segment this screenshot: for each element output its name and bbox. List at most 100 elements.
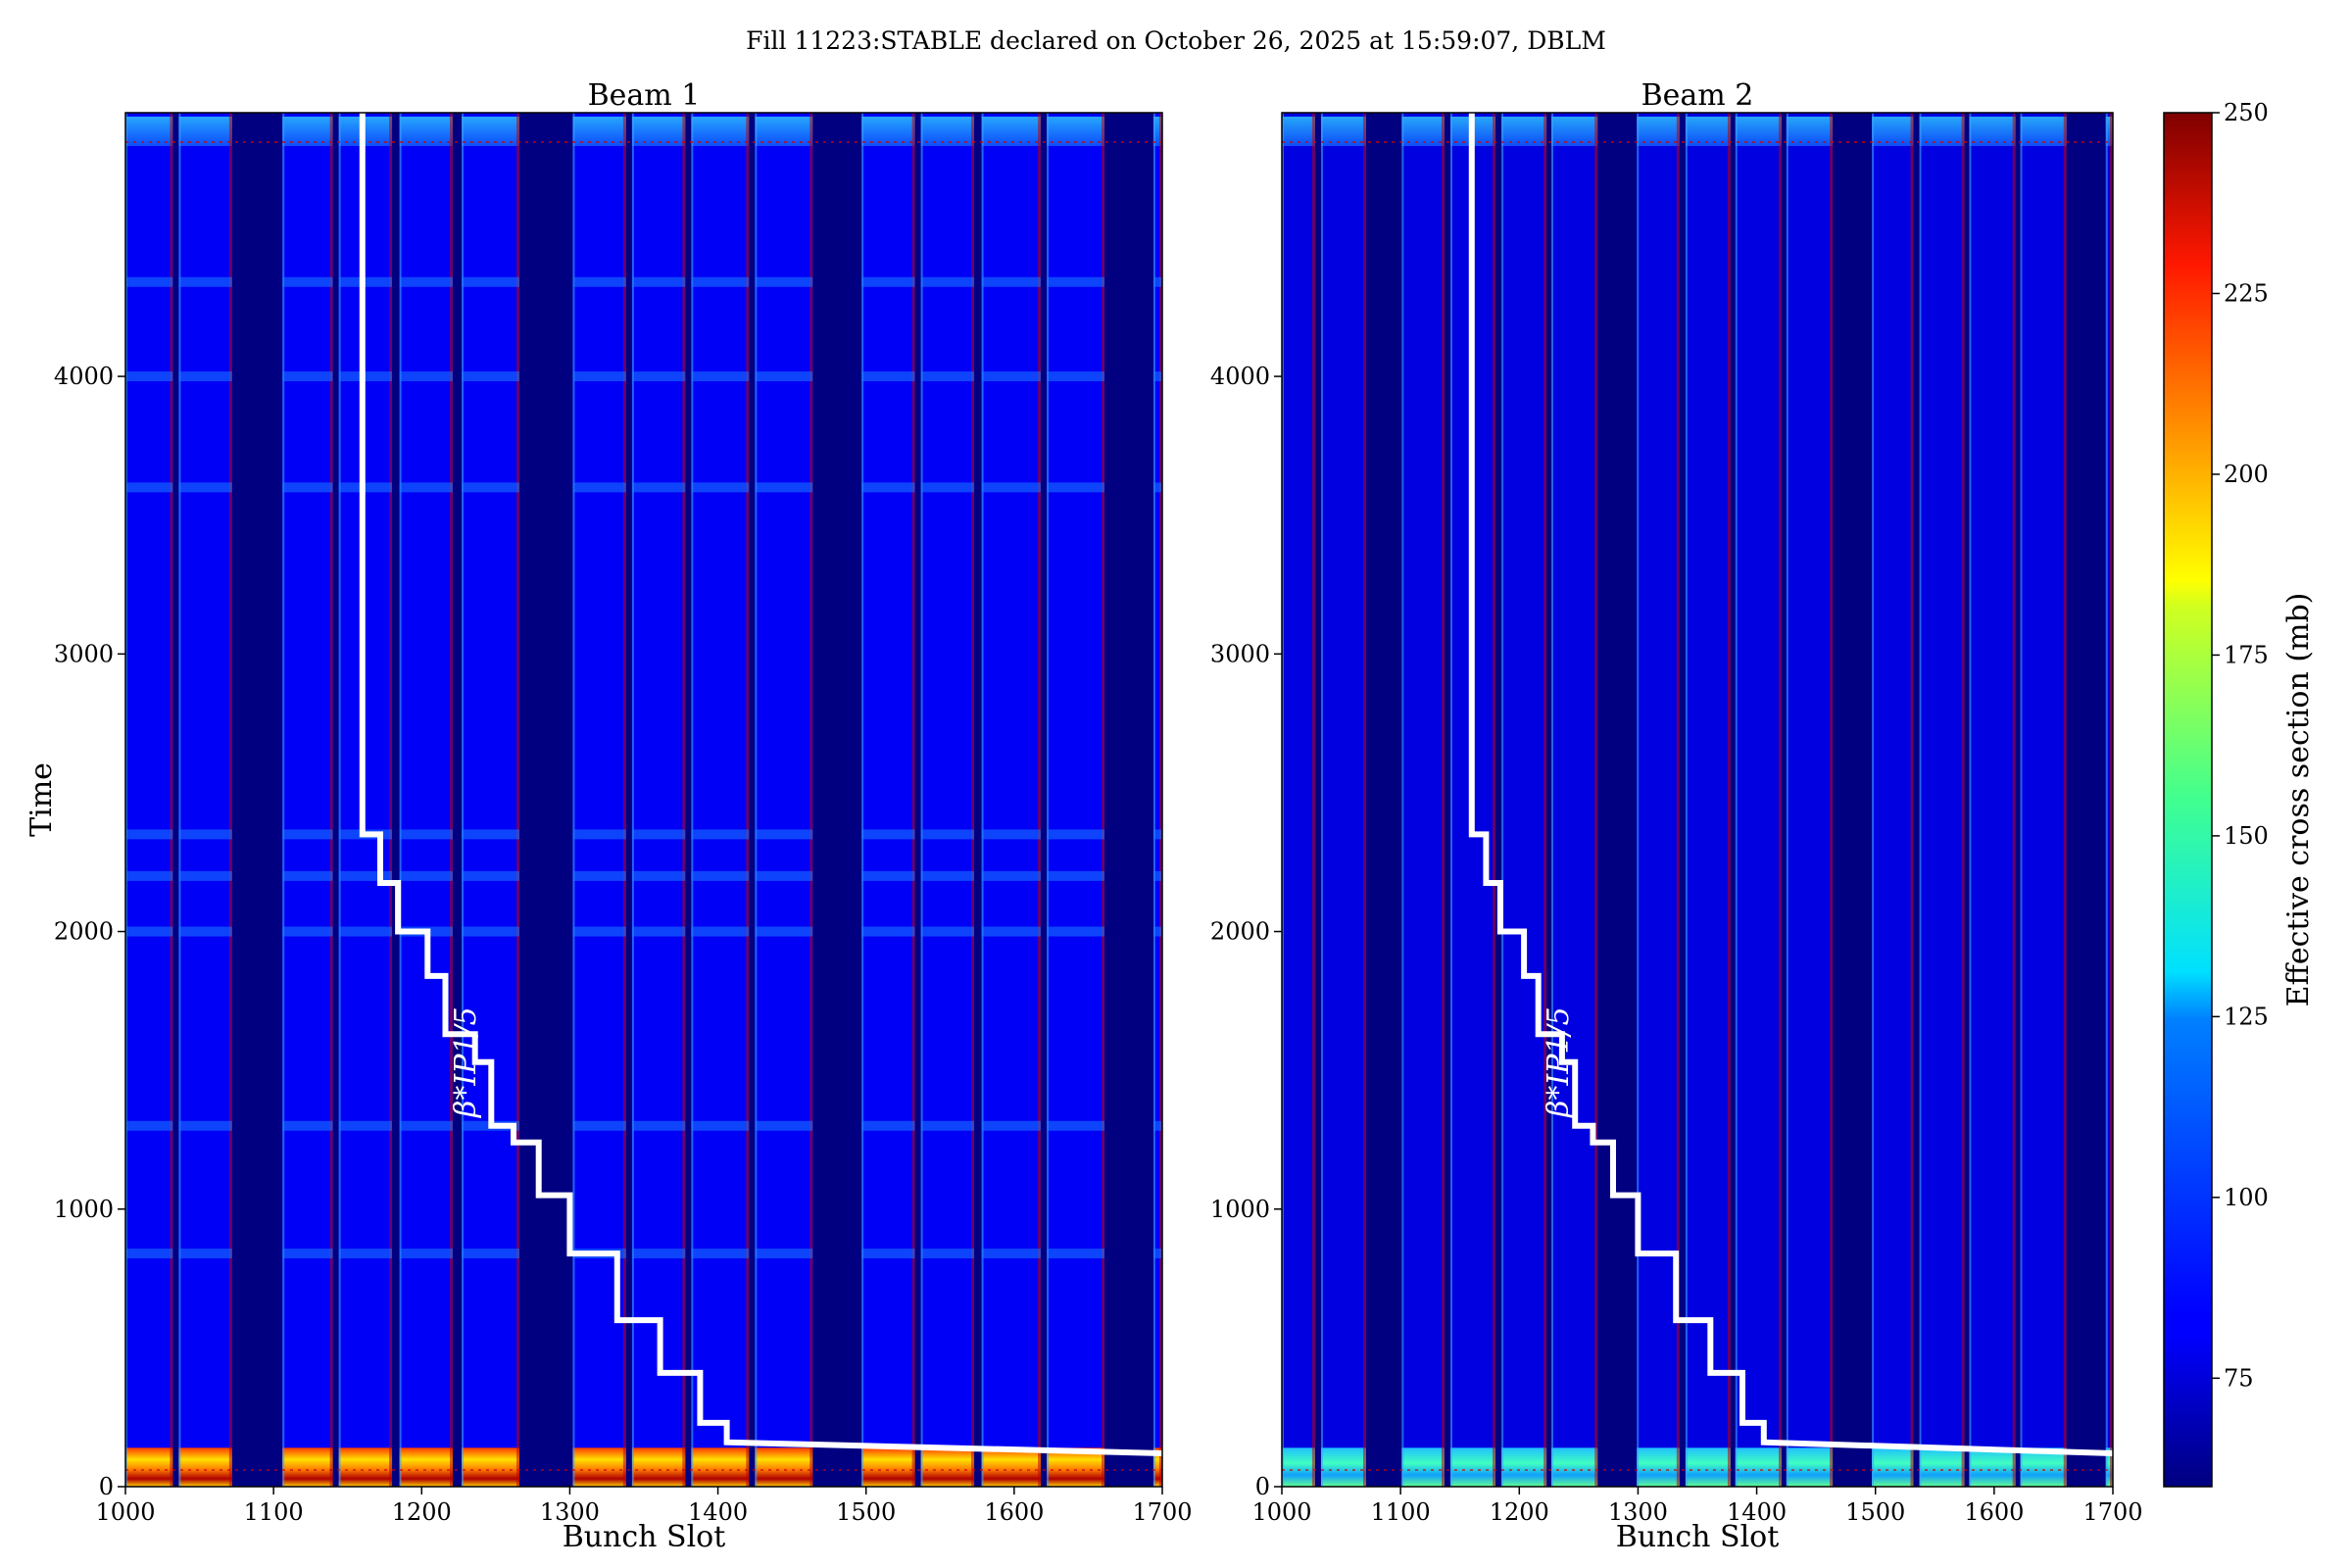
bunch-train-level-band bbox=[1152, 482, 1162, 493]
y-tick-label: 4000 bbox=[1210, 363, 1270, 390]
bunch-train-edge-stripe bbox=[450, 113, 454, 1487]
bunch-train-level-band bbox=[178, 870, 232, 881]
bunch-train-level-band bbox=[572, 482, 626, 493]
bunch-train-lead-stripe bbox=[861, 113, 864, 1487]
bunch-train-level-band bbox=[691, 926, 750, 937]
bunch-train-level-band bbox=[1152, 926, 1162, 937]
bunch-train-fill bbox=[338, 113, 393, 1487]
beam-1-beta-label: β*IP1/5 bbox=[449, 1006, 483, 1118]
bunch-train-level-band bbox=[338, 371, 393, 382]
colorbar: 75 100 125 150 175 200 225 250 Effective cross … bbox=[2163, 99, 2316, 1488]
bunch-train-1578-1618 bbox=[981, 113, 1042, 1487]
bunch-train-1694-1700 bbox=[2105, 113, 2113, 1487]
beam-1-title: Beam 1 bbox=[588, 78, 701, 113]
bunch-train-level-band bbox=[282, 1120, 333, 1131]
bunch-train-early-band bbox=[1550, 1447, 1598, 1487]
bunch-train-early-band bbox=[178, 1447, 232, 1487]
bunch-train-edge-stripe bbox=[389, 113, 393, 1487]
bunch-train-edge-stripe bbox=[622, 113, 626, 1487]
bunch-train-level-band bbox=[631, 276, 686, 287]
beta-star-step-line bbox=[359, 113, 1163, 1456]
x-tick-label: 1200 bbox=[1490, 1498, 1549, 1526]
bunch-train-edge-stripe bbox=[1779, 113, 1783, 1487]
bunch-train-edge-stripe bbox=[516, 113, 520, 1487]
bunch-train-level-band bbox=[755, 276, 813, 287]
bunch-train-1382-1421 bbox=[1735, 113, 1783, 1487]
y-tick-label: 1000 bbox=[54, 1196, 114, 1223]
bunch-train-level-band bbox=[282, 829, 333, 840]
bunch-train-lead-stripe bbox=[981, 113, 984, 1487]
x-tick-label: 1100 bbox=[244, 1498, 304, 1526]
bunch-train-1537-1575 bbox=[1919, 113, 1965, 1487]
bunch-train-fill bbox=[1501, 113, 1547, 1487]
bunch-train-edge-stripe bbox=[329, 113, 333, 1487]
bunch-train-top-band bbox=[1320, 117, 1367, 146]
bunch-train-level-band bbox=[1047, 482, 1105, 493]
bunch-train-level-band bbox=[1152, 870, 1162, 881]
bunch-train-1579-1618 bbox=[1969, 113, 2016, 1487]
bunch-train-fill bbox=[282, 113, 333, 1487]
bunch-train-level-band bbox=[1047, 870, 1105, 881]
bunch-train-lead-stripe bbox=[282, 113, 285, 1487]
bunch-train-level-band bbox=[981, 276, 1042, 287]
bunch-train-level-band bbox=[338, 276, 393, 287]
bunch-train-level-band bbox=[462, 870, 520, 881]
bunch-train-level-band bbox=[920, 1120, 975, 1131]
bunch-train-level-band bbox=[861, 926, 915, 937]
bunch-train-fill bbox=[178, 113, 232, 1487]
bunch-train-1342-1378 bbox=[631, 113, 686, 1487]
bunch-train-level-band bbox=[125, 829, 173, 840]
bunch-train-level-band bbox=[399, 482, 454, 493]
bunch-train-level-band bbox=[691, 1120, 750, 1131]
bunch-train-edge-stripe bbox=[1961, 113, 1965, 1487]
x-tick-label: 1300 bbox=[1608, 1498, 1668, 1526]
bunch-train-level-band bbox=[691, 829, 750, 840]
bunch-train-lead-stripe bbox=[1872, 113, 1875, 1487]
bunch-train-level-band bbox=[399, 1120, 454, 1131]
bunch-train-level-band bbox=[691, 870, 750, 881]
bunch-train-level-band bbox=[338, 870, 393, 881]
bunch-train-early-band bbox=[861, 1447, 915, 1487]
bunch-train-level-band bbox=[631, 829, 686, 840]
bunch-train-edge-stripe bbox=[1676, 113, 1680, 1487]
bunch-train-level-band bbox=[178, 1120, 232, 1131]
bunch-train-fill bbox=[399, 113, 454, 1487]
bunch-train-top-band bbox=[1152, 117, 1162, 146]
bunch-train-level-band bbox=[338, 482, 393, 493]
x-tick-label: 1700 bbox=[1132, 1498, 1192, 1526]
bunch-train-early-band bbox=[1320, 1447, 1367, 1487]
y-tick-label: 3000 bbox=[54, 640, 114, 667]
bunch-train-level-band bbox=[631, 870, 686, 881]
bunch-train-level-band bbox=[399, 276, 454, 287]
bunch-train-early-band bbox=[1282, 1447, 1315, 1487]
bunch-train-level-band bbox=[178, 371, 232, 382]
bunch-train-1497-1533 bbox=[861, 113, 915, 1487]
bunch-train-level-band bbox=[282, 482, 333, 493]
bunch-train-1185-1221 bbox=[399, 113, 454, 1487]
bunch-train-level-band bbox=[981, 371, 1042, 382]
bunch-train-edge-stripe bbox=[1727, 113, 1731, 1487]
bunch-train-lead-stripe bbox=[572, 113, 575, 1487]
bunch-train-level-band bbox=[755, 1249, 813, 1259]
x-tick-label: 1400 bbox=[688, 1498, 748, 1526]
bunch-train-early-band bbox=[981, 1447, 1042, 1487]
bunch-train-fill bbox=[1282, 113, 1315, 1487]
bunch-train-lead-stripe bbox=[691, 113, 694, 1487]
bunch-train-level-band bbox=[920, 1249, 975, 1259]
bunch-train-level-band bbox=[572, 276, 626, 287]
bunch-train-fill bbox=[1047, 113, 1105, 1487]
beta-star-step-line bbox=[1468, 113, 2114, 1456]
bunch-train-level-band bbox=[1047, 1120, 1105, 1131]
bunch-train-edge-stripe bbox=[1311, 113, 1315, 1487]
colorbar-tick-label: 75 bbox=[2224, 1364, 2254, 1392]
bunch-train-early-band bbox=[755, 1447, 813, 1487]
bunch-train-early-band bbox=[572, 1447, 626, 1487]
bunch-train-lead-stripe bbox=[1786, 113, 1788, 1487]
bunch-train-1497-1532 bbox=[1872, 113, 1914, 1487]
bunch-train-lead-stripe bbox=[1735, 113, 1738, 1487]
beam-1-beta-overlay bbox=[359, 113, 1163, 1456]
bunch-train-1033-1071 bbox=[1320, 113, 1367, 1487]
bunch-train-level-band bbox=[981, 482, 1042, 493]
bunch-train-level-band bbox=[282, 870, 333, 881]
bunch-train-edge-stripe bbox=[1102, 113, 1105, 1487]
